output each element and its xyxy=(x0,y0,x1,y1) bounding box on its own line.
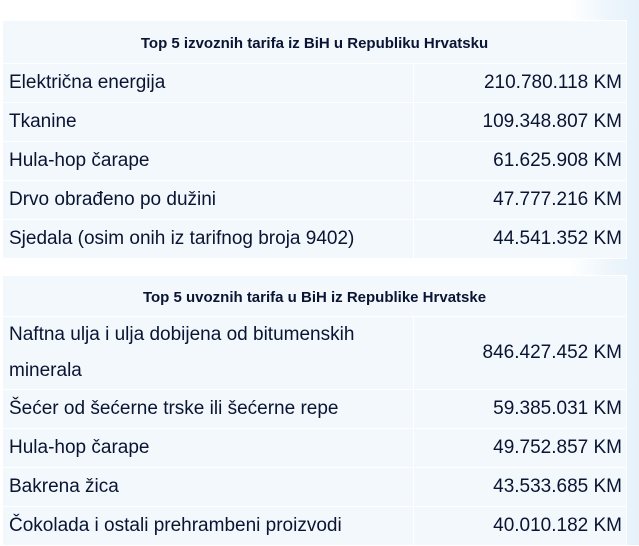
table-header-row: Top 5 izvoznih tarifa iz BiH u Republiku… xyxy=(2,20,627,64)
tariff-value: 61.625.908 KM xyxy=(413,141,627,181)
tariff-value: 47.777.216 KM xyxy=(413,180,627,220)
tariff-value: 49.752.857 KM xyxy=(413,428,627,468)
tariff-name: Hula-hop čarape xyxy=(2,428,414,468)
table-header-row: Top 5 uvoznih tarifa u BiH iz Republike … xyxy=(2,275,627,317)
tariff-name: Tkanine xyxy=(2,102,414,142)
table-row: Drvo obrađeno po dužini 47.777.216 KM xyxy=(2,180,627,220)
tariff-name: Električna energija xyxy=(2,63,414,103)
tariff-value: 43.533.685 KM xyxy=(413,467,627,507)
tariff-value: 59.385.031 KM xyxy=(413,389,627,429)
tariff-name: Šećer od šećerne trske ili šećerne repe xyxy=(2,389,414,429)
tariff-name: Naftna ulja i ulja dobijena od bitumensk… xyxy=(2,316,414,390)
table-row: Sjedala (osim onih iz tarifnog broja 940… xyxy=(2,219,627,259)
table-row: Bakrena žica 43.533.685 KM xyxy=(2,467,627,507)
tariff-value: 44.541.352 KM xyxy=(413,219,627,259)
table-row: Električna energija 210.780.118 KM xyxy=(2,63,627,103)
import-tariffs-table: Top 5 uvoznih tarifa u BiH iz Republike … xyxy=(2,275,627,546)
tariff-name: Sjedala (osim onih iz tarifnog broja 940… xyxy=(2,219,414,259)
tariff-value: 210.780.118 KM xyxy=(413,63,627,103)
tariff-name: Bakrena žica xyxy=(2,467,414,507)
export-table-title: Top 5 izvoznih tarifa iz BiH u Republiku… xyxy=(2,20,627,64)
tariff-value: 109.348.807 KM xyxy=(413,102,627,142)
table-row: Čokolada i ostali prehrambeni proizvodi … xyxy=(2,506,627,546)
export-tariffs-table: Top 5 izvoznih tarifa iz BiH u Republiku… xyxy=(2,20,627,259)
table-row: Naftna ulja i ulja dobijena od bitumensk… xyxy=(2,316,627,390)
tariff-value: 40.010.182 KM xyxy=(413,506,627,546)
table-row: Tkanine 109.348.807 KM xyxy=(2,102,627,142)
tariff-name: Hula-hop čarape xyxy=(2,141,414,181)
import-table-title: Top 5 uvoznih tarifa u BiH iz Republike … xyxy=(2,275,627,317)
table-row: Hula-hop čarape 49.752.857 KM xyxy=(2,428,627,468)
table-row: Hula-hop čarape 61.625.908 KM xyxy=(2,141,627,181)
tariff-name: Čokolada i ostali prehrambeni proizvodi xyxy=(2,506,414,546)
table-row: Šećer od šećerne trske ili šećerne repe … xyxy=(2,389,627,429)
tariff-name: Drvo obrađeno po dužini xyxy=(2,180,414,220)
tariff-value: 846.427.452 KM xyxy=(413,316,627,390)
